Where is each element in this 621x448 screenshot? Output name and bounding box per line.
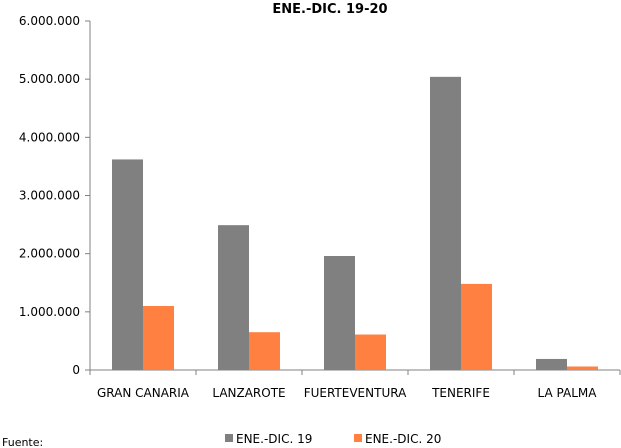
source-label: Fuente:	[2, 436, 43, 448]
y-tick-label: 6.000.000	[19, 14, 80, 28]
y-axis: 0 1.000.000 2.000.000 3.000.000 4.000.000 5.0…	[19, 14, 91, 377]
bar-1-gran-canaria	[112, 159, 143, 370]
y-tick-label: 3.000.000	[19, 189, 80, 203]
y-tick-label: 1.000.000	[19, 305, 80, 319]
y-tick-label: 5.000.000	[19, 72, 80, 86]
chart-title: ENE.-DIC. 19-20	[272, 2, 387, 17]
x-tick-label: GRAN CANARIA	[97, 386, 190, 400]
legend: ENE.-DIC. 19 ENE.-DIC. 20	[225, 432, 441, 446]
bar-2-tenerife	[461, 283, 492, 370]
x-tick-label: LA PALMA	[538, 386, 598, 400]
x-axis: GRAN CANARIA LANZAROTE FUERTEVENTURA TENERI…	[89, 369, 621, 400]
bar-1-la-palma	[536, 358, 567, 370]
x-tick-label: TENERIFE	[431, 386, 490, 400]
bar-2-gran-canaria	[143, 306, 174, 370]
legend-label: ENE.-DIC. 19	[236, 432, 312, 446]
bar-1-fuerteventura	[324, 255, 355, 370]
y-tick-label: 4.000.000	[19, 130, 80, 144]
bar-1-tenerife	[430, 76, 461, 370]
legend-label: ENE.-DIC. 20	[365, 432, 441, 446]
legend-swatch	[225, 434, 233, 442]
bar-1-lanzarote	[218, 225, 249, 370]
y-tick-label: 2.000.000	[19, 247, 80, 261]
bar-2-la-palma	[567, 366, 598, 370]
x-tick-label: LANZAROTE	[212, 386, 285, 400]
bars	[112, 76, 598, 370]
y-tick-label: 0	[72, 363, 80, 377]
x-tick-label: FUERTEVENTURA	[304, 386, 407, 400]
bar-2-lanzarote	[249, 332, 280, 370]
legend-swatch	[354, 434, 362, 442]
bar-2-fuerteventura	[355, 334, 386, 370]
